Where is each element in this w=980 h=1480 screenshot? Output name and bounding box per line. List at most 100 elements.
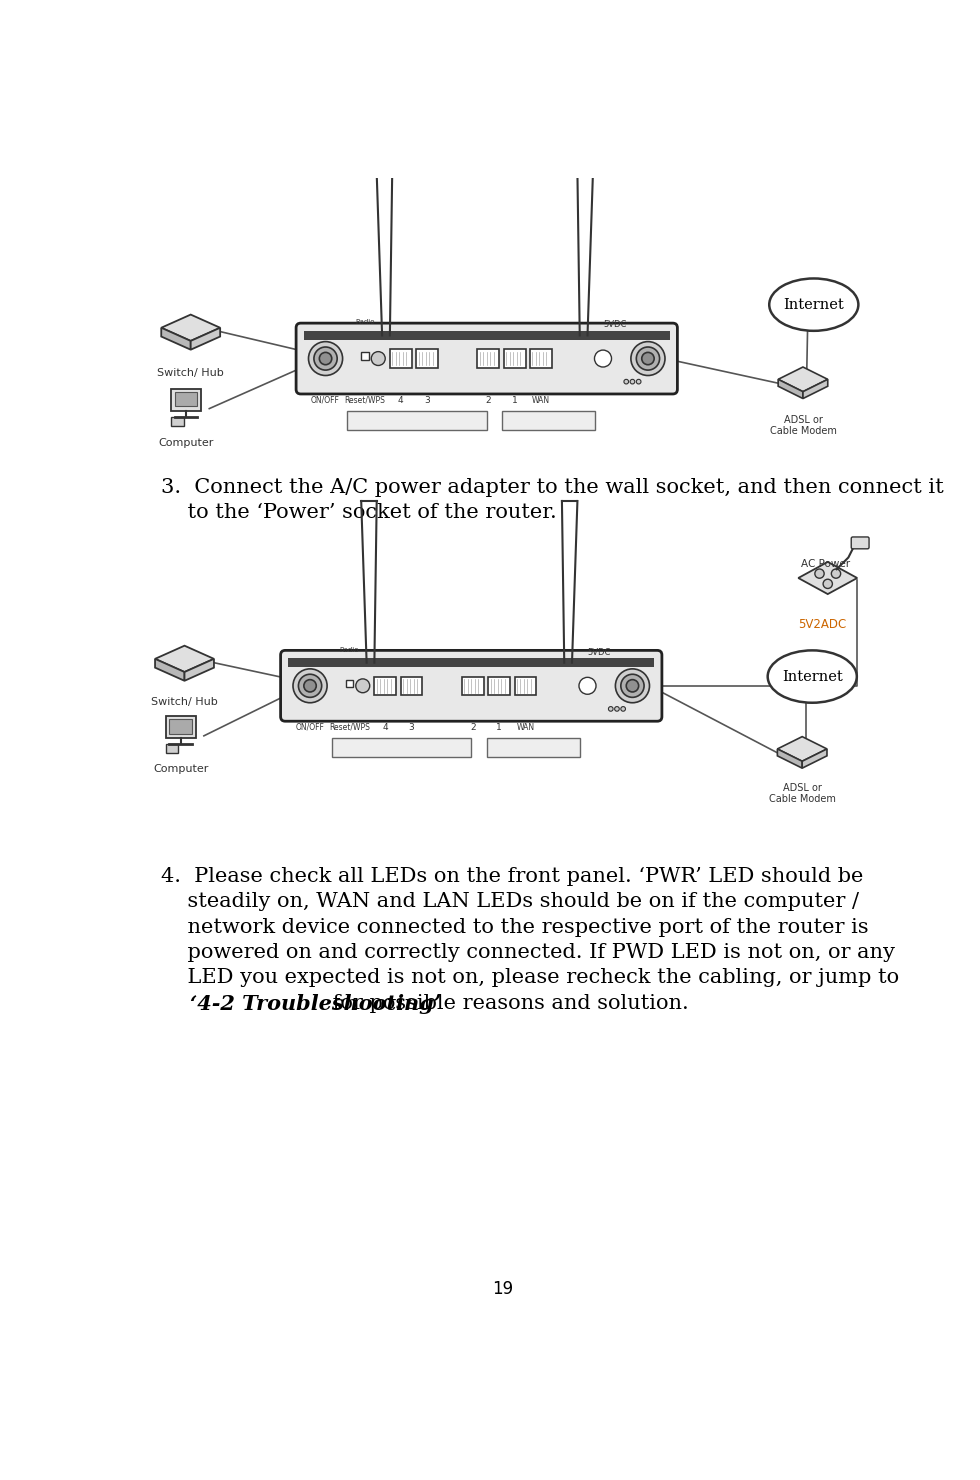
Text: Computer: Computer	[159, 438, 214, 448]
Text: ON/OFF: ON/OFF	[296, 722, 324, 731]
Circle shape	[314, 346, 337, 370]
Circle shape	[356, 679, 369, 693]
Text: 3: 3	[409, 722, 415, 731]
Ellipse shape	[769, 278, 858, 332]
Circle shape	[579, 678, 596, 694]
Bar	[462, 676, 484, 696]
Bar	[374, 676, 396, 696]
Polygon shape	[777, 737, 827, 761]
Text: ADSL or
Cable Modem: ADSL or Cable Modem	[769, 414, 836, 437]
Text: 3: 3	[424, 395, 430, 404]
Bar	[416, 349, 438, 369]
Text: Radio: Radio	[356, 320, 374, 326]
Text: ADSL or
Cable Modem: ADSL or Cable Modem	[768, 783, 836, 805]
Text: 2: 2	[470, 722, 475, 731]
Text: Switch/ Hub: Switch/ Hub	[158, 369, 224, 377]
Text: 5V2ADC: 5V2ADC	[799, 619, 847, 630]
Bar	[170, 719, 192, 734]
Circle shape	[823, 579, 832, 589]
Circle shape	[293, 669, 327, 703]
Bar	[362, 352, 368, 360]
Text: 5VDC: 5VDC	[587, 648, 611, 657]
Circle shape	[620, 675, 644, 697]
Circle shape	[631, 342, 665, 376]
Text: to the ‘Power’ socket of the router.: to the ‘Power’ socket of the router.	[162, 503, 557, 521]
Text: for possible reasons and solution.: for possible reasons and solution.	[325, 993, 688, 1012]
Text: 4.  Please check all LEDs on the front panel. ‘PWR’ LED should be: 4. Please check all LEDs on the front pa…	[162, 867, 863, 887]
Circle shape	[642, 352, 655, 364]
Text: WAN: WAN	[516, 722, 534, 731]
Text: 4: 4	[398, 395, 404, 404]
Circle shape	[636, 379, 641, 383]
Bar	[530, 349, 552, 369]
Polygon shape	[777, 749, 803, 768]
Bar	[332, 739, 471, 758]
Polygon shape	[155, 645, 214, 672]
Polygon shape	[799, 562, 858, 593]
Text: steadily on, WAN and LAN LEDs should be on if the computer /: steadily on, WAN and LAN LEDs should be …	[162, 892, 859, 912]
Circle shape	[299, 675, 321, 697]
Text: AC Power: AC Power	[801, 559, 850, 568]
Text: Radio: Radio	[340, 647, 360, 653]
Bar	[504, 349, 525, 369]
Circle shape	[814, 568, 824, 579]
Text: Internet: Internet	[782, 669, 843, 684]
Polygon shape	[162, 327, 191, 349]
Circle shape	[319, 352, 332, 364]
Bar	[477, 349, 499, 369]
Bar	[488, 676, 510, 696]
Text: network device connected to the respective port of the router is: network device connected to the respecti…	[162, 918, 869, 937]
Circle shape	[595, 351, 612, 367]
Text: 4: 4	[382, 722, 388, 731]
FancyBboxPatch shape	[280, 650, 662, 721]
Polygon shape	[778, 379, 803, 398]
Text: 3.  Connect the A/C power adapter to the wall socket, and then connect it: 3. Connect the A/C power adapter to the …	[162, 478, 944, 497]
Bar	[166, 744, 178, 753]
Polygon shape	[162, 315, 220, 340]
Circle shape	[615, 669, 650, 703]
Polygon shape	[184, 659, 214, 681]
Polygon shape	[778, 367, 828, 392]
Text: LED you expected is not on, please recheck the cabling, or jump to: LED you expected is not on, please reche…	[162, 968, 900, 987]
Bar	[172, 389, 201, 411]
Text: Internet: Internet	[783, 297, 844, 312]
Text: 1: 1	[512, 395, 517, 404]
Text: powered on and correctly connected. If PWD LED is not on, or any: powered on and correctly connected. If P…	[162, 943, 896, 962]
Circle shape	[624, 379, 628, 383]
Bar	[514, 676, 536, 696]
Polygon shape	[803, 749, 827, 768]
Polygon shape	[803, 379, 828, 398]
Bar	[401, 676, 422, 696]
Text: Switch/ Hub: Switch/ Hub	[151, 697, 218, 707]
Polygon shape	[155, 659, 184, 681]
Text: ‘4-2 Troubleshooting’: ‘4-2 Troubleshooting’	[162, 993, 441, 1014]
Bar	[487, 739, 580, 758]
FancyBboxPatch shape	[296, 323, 677, 394]
Circle shape	[620, 706, 625, 712]
Circle shape	[371, 352, 385, 366]
Text: 19: 19	[492, 1280, 513, 1298]
Text: Reset/WPS: Reset/WPS	[329, 722, 370, 731]
Circle shape	[630, 379, 635, 383]
Circle shape	[309, 342, 343, 376]
Bar	[502, 411, 595, 431]
Bar	[347, 411, 487, 431]
FancyBboxPatch shape	[852, 537, 869, 549]
Circle shape	[614, 706, 619, 712]
Bar	[172, 417, 183, 426]
Bar	[166, 716, 195, 739]
Circle shape	[636, 346, 660, 370]
Bar	[304, 332, 669, 340]
Bar	[174, 392, 197, 407]
Text: WAN: WAN	[532, 395, 550, 404]
Ellipse shape	[767, 650, 857, 703]
Circle shape	[831, 568, 841, 579]
Circle shape	[609, 706, 613, 712]
Bar	[288, 659, 655, 667]
Text: Computer: Computer	[153, 764, 209, 774]
Bar	[390, 349, 412, 369]
Text: ON/OFF: ON/OFF	[311, 395, 340, 404]
Text: 2: 2	[485, 395, 491, 404]
Circle shape	[626, 679, 639, 693]
Polygon shape	[191, 327, 220, 349]
